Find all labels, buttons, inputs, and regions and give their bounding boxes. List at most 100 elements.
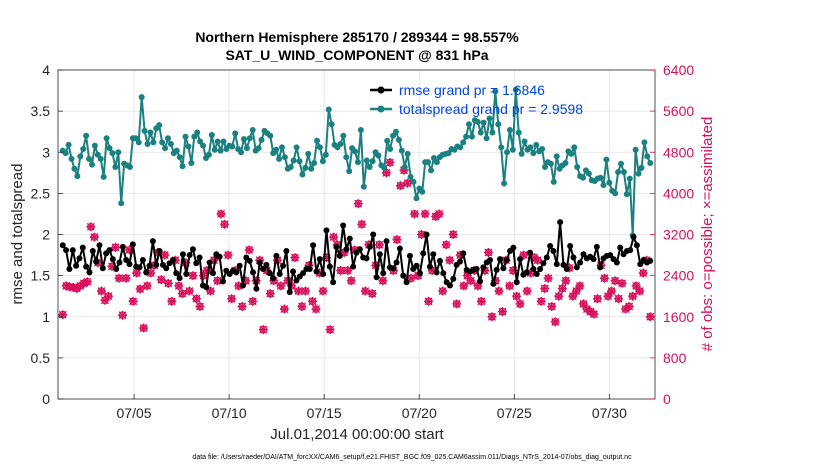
totalspread-point: [205, 151, 212, 158]
rmse-point: [63, 247, 70, 254]
obs-count-marker: [121, 273, 131, 283]
totalspread-point: [86, 155, 93, 162]
totalspread-point: [433, 159, 440, 166]
totalspread-point: [495, 121, 502, 128]
obs-count-marker: [167, 296, 177, 306]
totalspread-point: [80, 145, 87, 152]
obs-assimilated-cross: [339, 247, 349, 257]
rmse-point: [189, 246, 196, 253]
rmse-point: [436, 257, 443, 264]
rmse-point: [109, 256, 116, 263]
obs-count-marker: [191, 294, 201, 304]
obs-count-marker: [483, 247, 493, 257]
obs-assimilated-cross: [431, 212, 441, 222]
legend-rmse-label: rmse grand pr = 1.6846: [399, 82, 545, 98]
totalspread-point: [644, 153, 651, 160]
obs-count-marker: [374, 240, 384, 250]
rmse-point: [426, 263, 433, 270]
obs-count-marker: [111, 242, 121, 252]
y-axis-right-label: # of obs: o=possible; ×=assimilated: [699, 117, 716, 352]
obs-assimilated-cross: [483, 247, 493, 257]
rmse-point: [363, 255, 370, 262]
obs-assimilated-cross: [86, 222, 96, 232]
rmse-point: [320, 270, 327, 277]
obs-assimilated-cross: [617, 278, 627, 288]
totalspread-point: [258, 136, 265, 143]
rmse-point: [143, 269, 150, 276]
obs-count-marker: [265, 289, 275, 299]
rmse-point: [473, 266, 480, 273]
totalspread-point: [483, 135, 490, 142]
totalspread-point: [375, 152, 382, 159]
obs-assimilated-cross: [403, 178, 413, 188]
obs-assimilated-cross: [139, 323, 149, 333]
rmse-point: [236, 262, 243, 269]
obs-count-marker: [82, 277, 92, 287]
obs-assimilated-cross: [58, 310, 68, 320]
obs-assimilated-cross: [385, 158, 395, 168]
totalspread-point: [314, 137, 321, 144]
obs-assimilated-cross: [146, 268, 156, 278]
y-axis-label: rmse and totalspread: [9, 164, 26, 305]
obs-assimilated-cross: [191, 294, 201, 304]
rmse-point: [169, 256, 176, 263]
obs-count-marker: [308, 296, 318, 306]
totalspread-point: [615, 168, 622, 175]
rmse-point: [343, 246, 350, 253]
obs-assimilated-cross: [438, 286, 448, 296]
obs-count-marker: [177, 289, 187, 299]
obs-count-marker: [392, 235, 402, 245]
totalspread-point: [612, 190, 619, 197]
totalspread-point: [232, 130, 239, 137]
rmse-point: [266, 270, 273, 277]
rmse-point: [530, 266, 537, 273]
obs-count-marker: [367, 289, 377, 299]
totalspread-point: [164, 135, 171, 142]
rmse-point: [286, 289, 293, 296]
obs-assimilated-cross: [399, 165, 409, 175]
rmse-point: [206, 259, 213, 266]
totalspread-point: [65, 141, 72, 148]
rmse-point: [540, 260, 547, 267]
obs-assimilated-cross: [195, 301, 205, 311]
totalspread-point: [360, 183, 367, 190]
obs-assimilated-cross: [308, 296, 318, 306]
totalspread-point: [311, 159, 318, 166]
obs-count-marker: [139, 323, 149, 333]
obs-count-marker: [223, 250, 233, 260]
obs-assimilated-cross: [374, 240, 384, 250]
chart-title-line2: SAT_U_WIND_COMPONENT @ 831 hPa: [225, 47, 488, 63]
axis-ticks: 0 0.5 1 1.5 2 2.5 3 3.5 4 0 800 1600 2400 3200 4000 480…: [31, 62, 695, 421]
totalspread-point: [489, 129, 496, 136]
obs-count-marker: [607, 286, 617, 296]
rmse-point: [216, 253, 223, 260]
rmse-point: [126, 261, 133, 268]
totalspread-point: [343, 154, 350, 161]
rmse-point: [146, 262, 153, 269]
totalspread-point: [366, 164, 373, 171]
obs-assimilated-cross: [624, 301, 634, 311]
obs-assimilated-cross: [585, 307, 595, 317]
totalspread-point: [542, 164, 549, 171]
obs-count-marker: [202, 265, 212, 275]
obs-assimilated-cross: [163, 278, 173, 288]
totalspread-point: [211, 146, 218, 153]
totalspread-point: [632, 146, 639, 153]
totalspread-point: [401, 164, 408, 171]
obs-assimilated-cross: [251, 276, 261, 286]
legend: rmse grand pr = 1.6846 totalspread grand…: [370, 82, 583, 117]
totalspread-point: [466, 121, 473, 128]
obs-count-marker: [445, 255, 455, 265]
rmse-point: [490, 280, 497, 287]
rmse-point: [139, 256, 146, 263]
rmse-point: [313, 268, 320, 275]
rmse-point: [617, 244, 624, 251]
rmse-point: [76, 255, 83, 262]
obs-assimilated-cross: [121, 273, 131, 283]
rmse-point: [350, 263, 357, 270]
y-tick-label: 4: [42, 62, 50, 78]
totalspread-point: [606, 179, 613, 186]
rmse-point: [613, 259, 620, 266]
totalspread-point: [74, 173, 81, 180]
rmse-point: [246, 257, 253, 264]
